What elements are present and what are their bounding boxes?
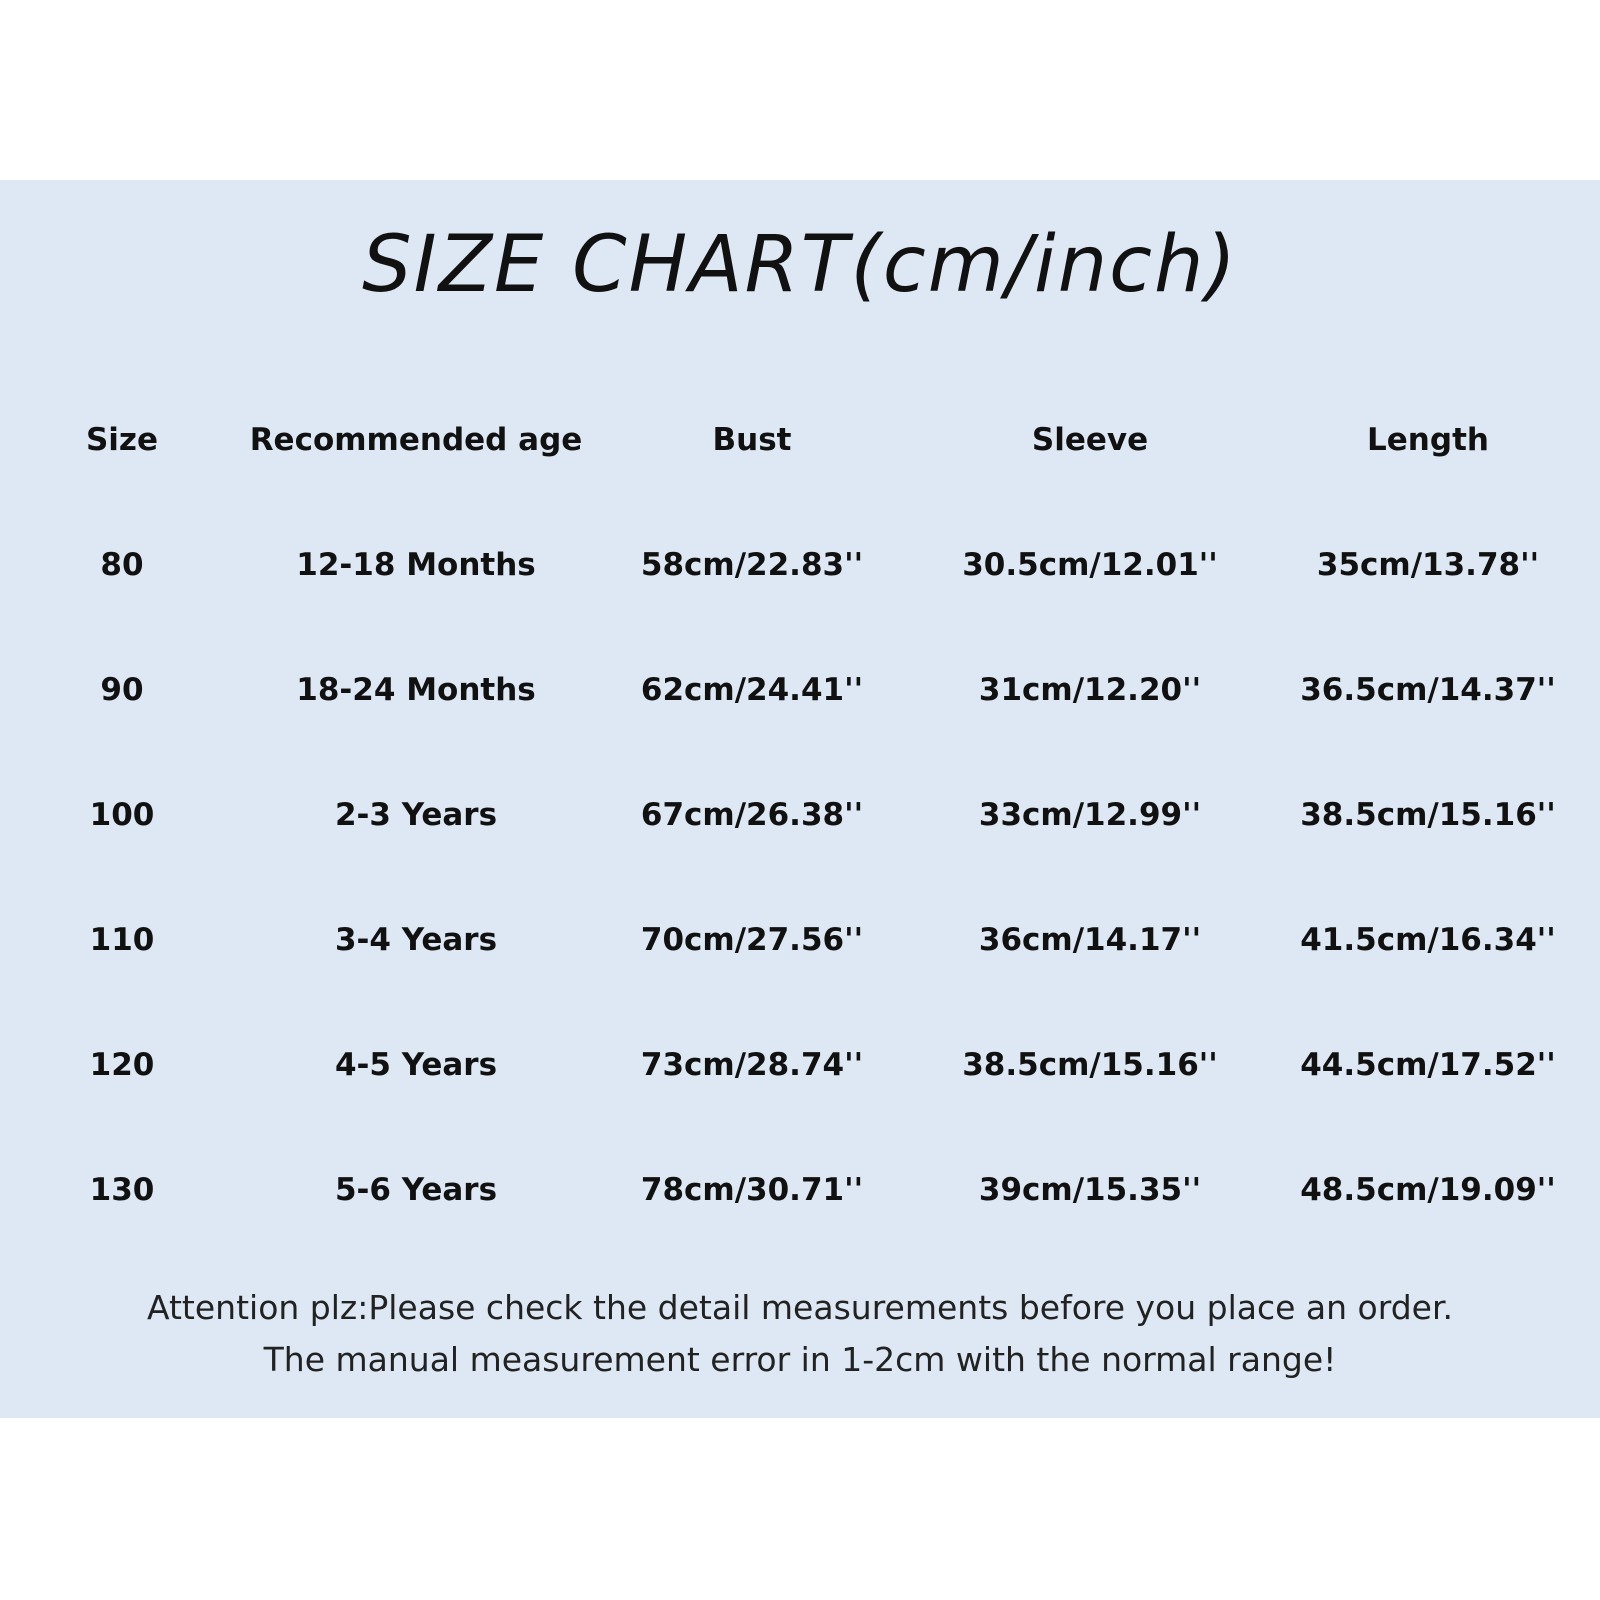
measurement-error-note: The manual measurement error in 1-2cm wi… bbox=[263, 1340, 1337, 1379]
table-cell: 44.5cm/17.52'' bbox=[1300, 1047, 1556, 1083]
table-cell: 90 bbox=[100, 672, 144, 708]
table-cell: 12-18 Months bbox=[296, 547, 536, 583]
column-header: Bust bbox=[712, 422, 792, 458]
chart-title: SIZE CHART(cm/inch) bbox=[362, 220, 1238, 310]
table-cell: 38.5cm/15.16'' bbox=[962, 1047, 1218, 1083]
table-cell: 130 bbox=[89, 1172, 155, 1208]
table-cell: 58cm/22.83'' bbox=[640, 547, 864, 583]
column-header: Sleeve bbox=[1031, 422, 1149, 458]
table-cell: 18-24 Months bbox=[296, 672, 536, 708]
table-cell: 33cm/12.99'' bbox=[978, 797, 1202, 833]
table-cell: 2-3 Years bbox=[334, 797, 498, 833]
table-row: 90 18-24 Months 62cm/24.41'' 31cm/12.20'' 36… bbox=[0, 660, 1600, 720]
table-cell: 41.5cm/16.34'' bbox=[1300, 922, 1556, 958]
table-cell: 36cm/14.17'' bbox=[978, 922, 1202, 958]
table-cell: 78cm/30.71'' bbox=[640, 1172, 864, 1208]
table-row: 100 2-3 Years 67cm/26.38'' 33cm/12.99'' 38.5… bbox=[0, 785, 1600, 845]
table-cell: 73cm/28.74'' bbox=[640, 1047, 864, 1083]
size-chart-panel bbox=[0, 180, 1600, 1418]
table-cell: 31cm/12.20'' bbox=[978, 672, 1202, 708]
table-cell: 3-4 Years bbox=[334, 922, 498, 958]
table-row: 110 3-4 Years 70cm/27.56'' 36cm/14.17'' 41.5… bbox=[0, 910, 1600, 970]
table-cell: 62cm/24.41'' bbox=[640, 672, 864, 708]
table-row: 120 4-5 Years 73cm/28.74'' 38.5cm/15.16'' 44… bbox=[0, 1035, 1600, 1095]
table-cell: 30.5cm/12.01'' bbox=[962, 547, 1218, 583]
table-row: 130 5-6 Years 78cm/30.71'' 39cm/15.35'' 48.5… bbox=[0, 1160, 1600, 1220]
table-cell: 39cm/15.35'' bbox=[978, 1172, 1202, 1208]
column-header: Recommended age bbox=[249, 422, 583, 458]
table-cell: 67cm/26.38'' bbox=[640, 797, 864, 833]
table-cell: 80 bbox=[100, 547, 144, 583]
table-cell: 110 bbox=[89, 922, 155, 958]
table-cell: 120 bbox=[89, 1047, 155, 1083]
table-cell: 35cm/13.78'' bbox=[1316, 547, 1540, 583]
attention-note: Attention plz:Please check the detail me… bbox=[147, 1288, 1453, 1327]
table-cell: 70cm/27.56'' bbox=[640, 922, 864, 958]
table-cell: 5-6 Years bbox=[334, 1172, 498, 1208]
column-header: Length bbox=[1367, 422, 1489, 458]
table-cell: 100 bbox=[89, 797, 155, 833]
table-cell: 4-5 Years bbox=[334, 1047, 498, 1083]
table-cell: 36.5cm/14.37'' bbox=[1300, 672, 1556, 708]
table-row: 80 12-18 Months 58cm/22.83'' 30.5cm/12.01''… bbox=[0, 535, 1600, 595]
column-header: Size bbox=[85, 422, 159, 458]
table-cell: 38.5cm/15.16'' bbox=[1300, 797, 1556, 833]
table-cell: 48.5cm/19.09'' bbox=[1300, 1172, 1556, 1208]
table-header: Size Recommended age Bust Sleeve Length bbox=[0, 410, 1600, 470]
